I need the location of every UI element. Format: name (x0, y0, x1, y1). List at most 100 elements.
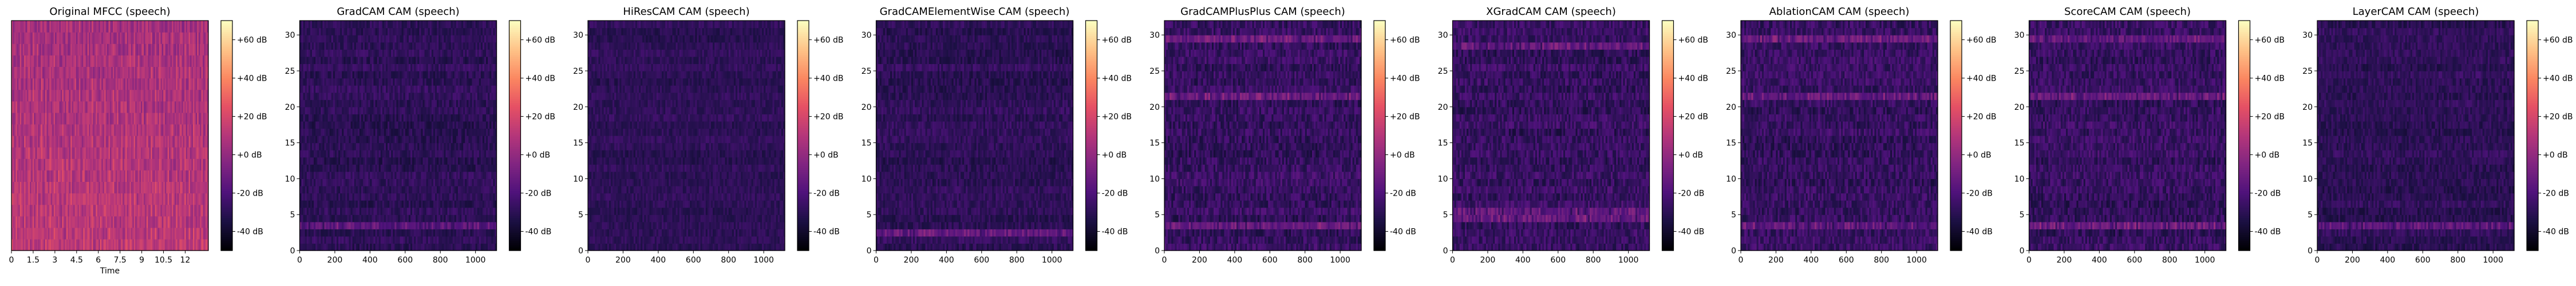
heatmap-cell (206, 78, 208, 90)
heatmap-cell (93, 136, 95, 148)
heatmap-cell (153, 101, 156, 113)
heatmap-cell (56, 78, 58, 90)
heatmap-cell (41, 55, 43, 67)
heatmap-cell (163, 181, 165, 194)
heatmap-cell (203, 43, 205, 55)
heatmap-cell (188, 101, 191, 113)
heatmap-cell (160, 227, 163, 240)
heatmap-cell (72, 181, 74, 194)
heatmap-cell (195, 43, 197, 55)
heatmap-cell (62, 21, 64, 33)
heatmap-cell (66, 216, 68, 228)
heatmap-cell (11, 66, 14, 79)
heatmap-cell (100, 136, 102, 148)
heatmap-cell (48, 181, 50, 194)
heatmap-cell (96, 193, 98, 205)
heatmap-cell (107, 136, 109, 148)
heatmap-cell (151, 101, 153, 113)
heatmap-cell (183, 101, 185, 113)
heatmap-cell (127, 66, 129, 79)
heatmap-cell (151, 55, 153, 67)
heatmap-cell (35, 216, 37, 228)
heatmap-cell (163, 32, 165, 44)
heatmap-cell (184, 181, 187, 194)
heatmap-cell (133, 101, 136, 113)
heatmap-cell (138, 227, 140, 240)
heatmap-cell (152, 204, 154, 217)
heatmap-cell (203, 66, 205, 79)
heatmap-cell (38, 55, 40, 67)
heatmap-cell (107, 216, 109, 228)
x-tick-label: 10.5 (155, 256, 172, 265)
heatmap-cell (201, 66, 203, 79)
heatmap-cell (177, 239, 179, 251)
heatmap-cell (185, 136, 188, 148)
heatmap-cell (78, 78, 81, 90)
heatmap-cell (48, 66, 50, 79)
heatmap-cell (76, 204, 78, 217)
heatmap-cell (69, 32, 71, 44)
heatmap-cell (104, 55, 106, 67)
heatmap-cell (29, 112, 31, 125)
heatmap-cell (110, 21, 112, 33)
heatmap-cell (194, 193, 196, 205)
heatmap-cell (94, 21, 97, 33)
heatmap-cell (181, 124, 184, 136)
heatmap-cell (65, 204, 67, 217)
heatmap-cell (81, 181, 84, 194)
heatmap-cell (146, 216, 148, 228)
heatmap-cell (65, 158, 67, 170)
heatmap-cell (111, 147, 113, 159)
heatmap-cell (89, 158, 91, 170)
heatmap-cell (84, 66, 86, 79)
heatmap-cell (120, 55, 122, 67)
heatmap-cell (181, 193, 184, 205)
heatmap-cell (173, 101, 175, 113)
heatmap-cell (181, 101, 184, 113)
heatmap-cell (53, 170, 56, 182)
heatmap-cell (195, 124, 197, 136)
heatmap-cell (13, 136, 15, 148)
heatmap-cell (198, 227, 200, 240)
heatmap-cell (120, 78, 122, 90)
heatmap-cell (50, 193, 53, 205)
heatmap-cell (50, 239, 53, 251)
heatmap-cell (156, 32, 159, 44)
heatmap-cell (49, 181, 52, 194)
heatmap-cell (77, 216, 80, 228)
heatmap-cell (72, 124, 74, 136)
heatmap-cell (97, 66, 99, 79)
heatmap-cell (191, 43, 193, 55)
heatmap-cell (145, 193, 147, 205)
heatmap-cell (90, 147, 92, 159)
heatmap-cell (179, 101, 181, 113)
heatmap-cell (56, 55, 58, 67)
heatmap-cell (155, 112, 157, 125)
heatmap-cell (145, 43, 147, 55)
heatmap-cell (41, 89, 43, 102)
heatmap-cell (201, 101, 203, 113)
heatmap-cell (175, 66, 177, 79)
heatmap-cell (58, 55, 60, 67)
heatmap-cell (45, 124, 48, 136)
heatmap-cell (86, 147, 88, 159)
heatmap-cell (17, 216, 19, 228)
heatmap-cell (156, 21, 159, 33)
heatmap-cell (63, 136, 65, 148)
heatmap-cell (146, 101, 148, 113)
heatmap-cell (141, 227, 143, 240)
heatmap-cell (175, 43, 177, 55)
heatmap-cell (19, 55, 22, 67)
heatmap-cell (42, 78, 45, 90)
heatmap-cell (169, 136, 171, 148)
heatmap-cell (102, 158, 105, 170)
heatmap-cell (48, 239, 50, 251)
heatmap-cell (117, 136, 119, 148)
heatmap-cell (44, 170, 46, 182)
heatmap-cell (180, 181, 182, 194)
heatmap-cell (27, 89, 29, 102)
heatmap-cell (143, 158, 146, 170)
heatmap-cell (70, 32, 73, 44)
heatmap-cell (27, 193, 29, 205)
heatmap-cell (192, 239, 195, 251)
